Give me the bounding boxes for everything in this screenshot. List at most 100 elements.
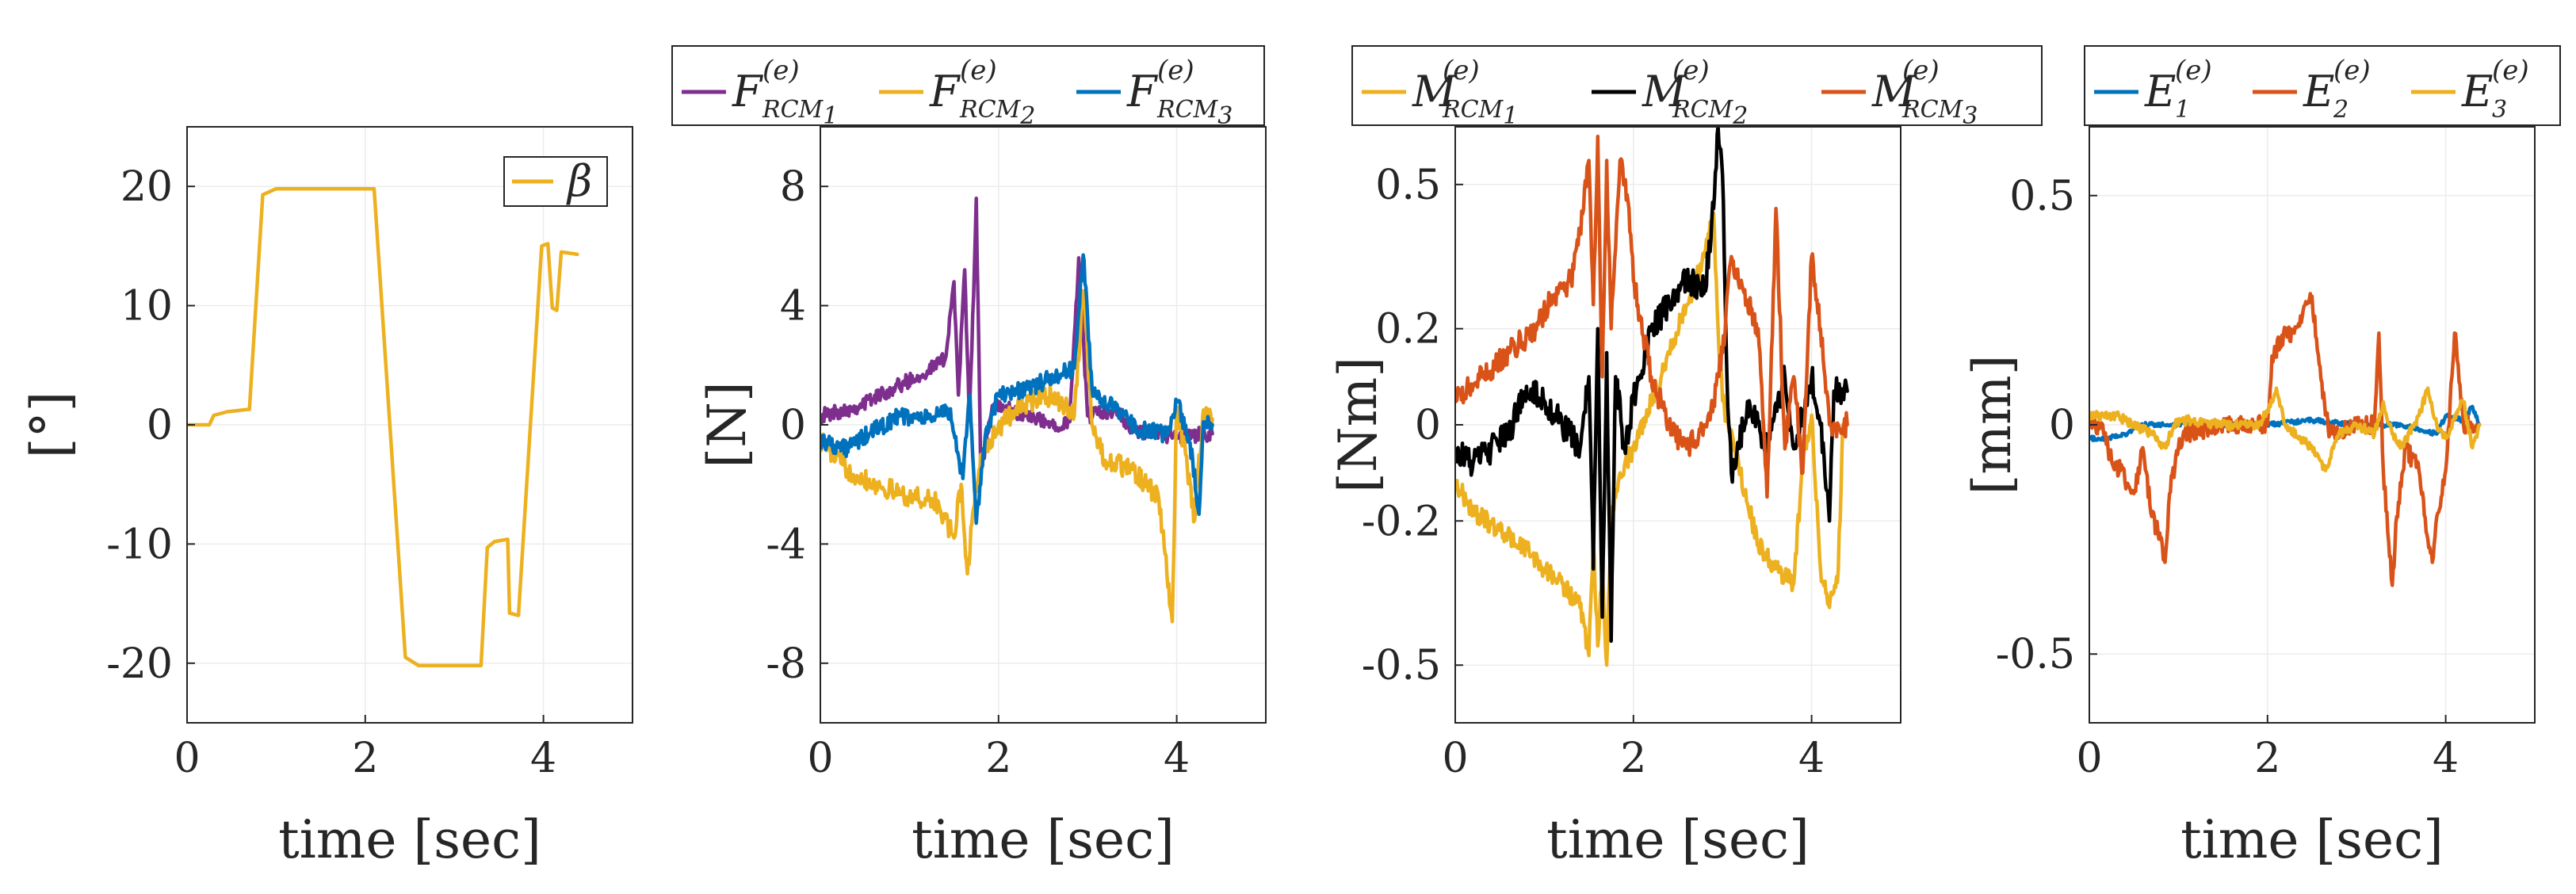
legend-label: M(e) RCM3	[1871, 55, 1978, 130]
legend-subscript-index: 2	[1732, 102, 1748, 130]
legend: M(e) RCM1 M(e) RCM2 M(e) RCM3	[1351, 45, 2043, 130]
y-axis-label: [N]	[697, 381, 758, 468]
legend-label: F(e) RCM2	[929, 55, 1035, 130]
legend-superscript: (e)	[2175, 55, 2212, 86]
legend-subscript: RCM	[1672, 96, 1734, 124]
y-tick-label: -4	[766, 521, 806, 568]
legend-label: F(e) RCM3	[1126, 55, 1233, 130]
y-axis-label: [°]	[20, 392, 81, 459]
x-axis-label: time [sec]	[912, 809, 1175, 870]
y-tick-label: 0.5	[1375, 162, 1441, 209]
chart-panel-1: 0 2 4 20 10 0 -10 -20 time [sec] [°] β	[20, 126, 633, 870]
legend-subscript: 3	[2492, 96, 2507, 124]
series-group	[820, 196, 1214, 624]
series-line-2	[2089, 292, 2482, 587]
x-tick-label: 2	[985, 735, 1011, 782]
y-tick-label: 4	[780, 283, 806, 330]
legend-subscript: 1	[2175, 96, 2190, 124]
x-axis-label: time [sec]	[1546, 809, 1810, 870]
legend-label: E(e) 2	[2303, 55, 2371, 124]
legend-symbol: E	[2303, 67, 2334, 117]
y-tick-label: -8	[766, 640, 806, 688]
y-axis-label: [mm]	[1962, 355, 2023, 495]
series-line-3	[820, 253, 1214, 525]
x-tick-label: 2	[352, 735, 378, 782]
legend-subscript-index: 3	[1217, 102, 1233, 130]
legend-subscript-index: 3	[1963, 102, 1978, 130]
x-tick-label: 0	[1442, 735, 1468, 782]
legend-superscript: (e)	[2492, 55, 2529, 86]
legend-subscript: RCM	[1901, 96, 1964, 124]
y-tick-label: -0.5	[1996, 631, 2075, 678]
y-tick-label: 0	[147, 402, 173, 449]
legend-superscript: (e)	[960, 55, 997, 86]
legend-box	[1351, 45, 2043, 126]
legend-superscript: (e)	[1443, 55, 1480, 86]
y-tick-label: -20	[106, 640, 173, 688]
legend-symbol: M	[1871, 67, 1917, 117]
y-tick-label: 20	[120, 163, 173, 211]
y-tick-label: 0	[2049, 402, 2075, 449]
x-tick-label: 0	[807, 735, 833, 782]
x-axis-label: time [sec]	[2180, 809, 2444, 870]
legend-superscript: (e)	[762, 55, 800, 86]
legend-subscript: RCM	[762, 96, 824, 124]
legend-superscript: (e)	[1902, 55, 1940, 86]
legend-symbol: E	[2461, 67, 2493, 117]
legend-subscript-index: 1	[1503, 102, 1518, 130]
legend: F(e) RCM1 F(e) RCM2 F(e) RCM3	[671, 45, 1265, 130]
y-tick-label: 0.5	[2009, 173, 2075, 220]
y-tick-label: -0.2	[1362, 498, 1441, 545]
legend-subscript: RCM	[959, 96, 1022, 124]
series-group	[187, 186, 579, 668]
y-tick-label: -0.5	[1362, 642, 1441, 690]
legend-label: β	[566, 156, 592, 206]
series-line-1	[1455, 211, 1845, 667]
legend-subscript: RCM	[1156, 96, 1219, 124]
legend-subscript-index: 1	[823, 102, 838, 130]
y-tick-label: 0	[780, 402, 806, 449]
legend-label: E(e) 1	[2144, 55, 2212, 124]
legend-subscript-index: 2	[1019, 102, 1035, 130]
series-line-2	[820, 288, 1214, 624]
legend-symbol: F	[1126, 67, 1159, 117]
x-tick-label: 2	[2254, 735, 2280, 782]
legend-symbol: E	[2144, 67, 2176, 117]
y-tick-label: 8	[780, 163, 806, 211]
legend-subscript: RCM	[1442, 96, 1504, 124]
series-line-1	[187, 186, 579, 668]
x-tick-label: 0	[2076, 735, 2102, 782]
y-tick-label: 10	[120, 283, 173, 330]
legend-superscript: (e)	[1157, 55, 1194, 86]
legend: E(e) 1 E(e) 2 E(e) 3	[2084, 45, 2561, 126]
x-tick-label: 0	[174, 735, 200, 782]
legend-symbol: F	[732, 67, 764, 117]
y-tick-label: 0.2	[1375, 306, 1441, 353]
x-tick-label: 4	[1798, 735, 1825, 782]
legend-label: E(e) 3	[2461, 55, 2529, 124]
legend-label: M(e) RCM1	[1412, 55, 1518, 130]
legend-label: M(e) RCM2	[1642, 55, 1748, 130]
legend-box	[671, 45, 1265, 126]
legend-symbol: F	[929, 67, 961, 117]
series-group	[2089, 292, 2482, 587]
legend-subscript: 2	[2333, 96, 2349, 124]
legend: β	[503, 156, 608, 207]
x-tick-label: 4	[530, 735, 556, 782]
series-line-3	[2089, 386, 2482, 473]
series-group	[1455, 127, 1849, 667]
legend-superscript: (e)	[2333, 55, 2371, 86]
x-tick-label: 2	[1620, 735, 1646, 782]
legend-symbol: M	[1412, 67, 1458, 117]
x-axis-label: time [sec]	[278, 809, 541, 870]
x-tick-label: 4	[1164, 735, 1190, 782]
x-tick-label: 4	[2433, 735, 2459, 782]
y-tick-label: 0	[1415, 402, 1441, 449]
legend-superscript: (e)	[1672, 55, 1710, 86]
y-axis-label: [Nm]	[1328, 357, 1389, 493]
y-tick-label: -10	[106, 521, 173, 568]
